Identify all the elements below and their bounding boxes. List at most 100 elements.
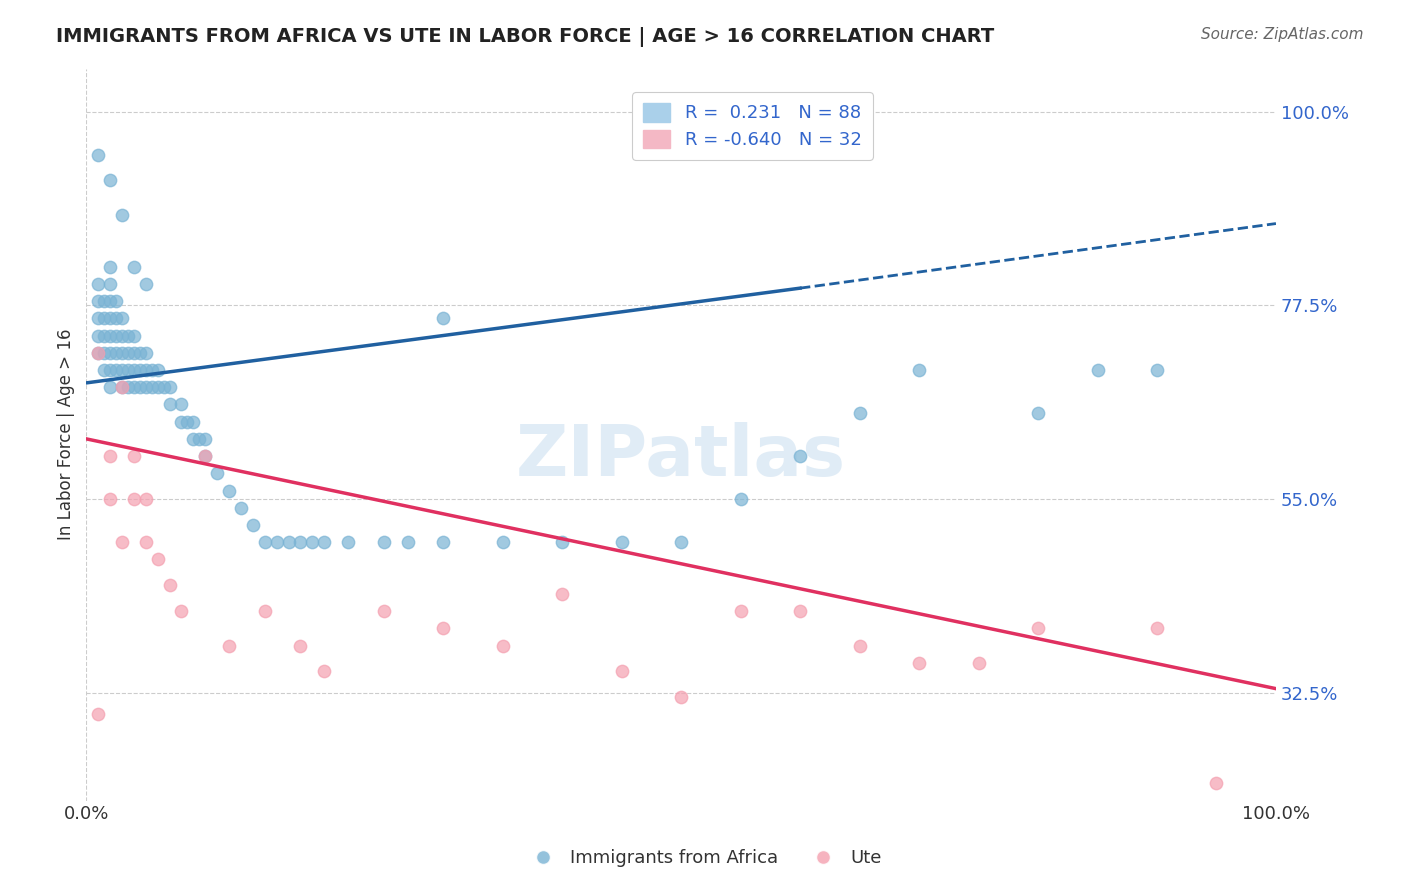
Point: [117, 328, 139, 343]
Point: [908, 656, 931, 670]
Point: [152, 380, 174, 394]
Point: [373, 604, 395, 618]
Point: [194, 432, 217, 446]
Point: [98, 345, 121, 359]
Point: [183, 432, 205, 446]
Point: [730, 492, 752, 507]
Point: [610, 665, 633, 679]
Point: [87, 311, 110, 326]
Point: [314, 535, 336, 549]
Point: [98, 311, 121, 326]
Point: [194, 449, 217, 463]
Point: [669, 535, 692, 549]
Point: [93, 328, 115, 343]
Point: [105, 363, 128, 377]
Point: [432, 621, 454, 635]
Point: [146, 363, 169, 377]
Point: [98, 173, 121, 187]
Point: [396, 535, 419, 549]
Y-axis label: In Labor Force | Age > 16: In Labor Force | Age > 16: [58, 329, 75, 541]
Point: [218, 483, 240, 498]
Point: [111, 380, 134, 394]
Point: [176, 415, 198, 429]
Point: [301, 535, 323, 549]
Point: [98, 328, 121, 343]
Point: [218, 639, 240, 653]
Point: [111, 345, 134, 359]
Point: [98, 294, 121, 309]
Point: [128, 380, 150, 394]
Point: [290, 535, 312, 549]
Point: [135, 380, 157, 394]
Point: [1146, 621, 1168, 635]
Point: [253, 535, 276, 549]
Point: [122, 449, 145, 463]
Point: [159, 578, 181, 592]
Point: [730, 604, 752, 618]
Point: [98, 492, 121, 507]
Point: [242, 518, 264, 533]
Point: [135, 535, 157, 549]
Point: [93, 311, 115, 326]
Point: [1026, 621, 1049, 635]
Point: [87, 294, 110, 309]
Point: [122, 492, 145, 507]
Point: [98, 277, 121, 291]
Point: [128, 363, 150, 377]
Point: [146, 552, 169, 566]
Point: [290, 639, 312, 653]
Point: [848, 639, 870, 653]
Point: [111, 311, 134, 326]
Point: [93, 345, 115, 359]
Point: [135, 492, 157, 507]
Point: [135, 345, 157, 359]
Point: [492, 639, 515, 653]
Point: [111, 363, 134, 377]
Legend: Immigrants from Africa, Ute: Immigrants from Africa, Ute: [517, 842, 889, 874]
Point: [205, 467, 228, 481]
Point: [266, 535, 288, 549]
Point: [789, 604, 811, 618]
Point: [253, 604, 276, 618]
Point: [105, 345, 128, 359]
Point: [135, 277, 157, 291]
Point: [87, 277, 110, 291]
Point: [117, 345, 139, 359]
Text: ZIPatlas: ZIPatlas: [516, 422, 846, 491]
Point: [122, 345, 145, 359]
Point: [98, 449, 121, 463]
Legend: R =  0.231   N = 88, R = -0.640   N = 32: R = 0.231 N = 88, R = -0.640 N = 32: [633, 92, 873, 160]
Point: [135, 363, 157, 377]
Point: [1205, 776, 1227, 790]
Point: [908, 363, 931, 377]
Point: [122, 380, 145, 394]
Point: [98, 380, 121, 394]
Point: [111, 328, 134, 343]
Point: [87, 345, 110, 359]
Point: [188, 432, 211, 446]
Point: [105, 328, 128, 343]
Point: [128, 345, 150, 359]
Point: [98, 363, 121, 377]
Point: [229, 500, 252, 515]
Text: IMMIGRANTS FROM AFRICA VS UTE IN LABOR FORCE | AGE > 16 CORRELATION CHART: IMMIGRANTS FROM AFRICA VS UTE IN LABOR F…: [56, 27, 994, 46]
Point: [492, 535, 515, 549]
Point: [432, 311, 454, 326]
Point: [314, 665, 336, 679]
Point: [159, 380, 181, 394]
Point: [373, 535, 395, 549]
Point: [170, 397, 193, 411]
Point: [146, 380, 169, 394]
Point: [111, 535, 134, 549]
Point: [194, 449, 217, 463]
Point: [848, 406, 870, 420]
Point: [967, 656, 990, 670]
Point: [117, 363, 139, 377]
Point: [98, 260, 121, 274]
Point: [111, 208, 134, 222]
Point: [111, 380, 134, 394]
Text: Source: ZipAtlas.com: Source: ZipAtlas.com: [1201, 27, 1364, 42]
Point: [1087, 363, 1109, 377]
Point: [551, 535, 574, 549]
Point: [93, 363, 115, 377]
